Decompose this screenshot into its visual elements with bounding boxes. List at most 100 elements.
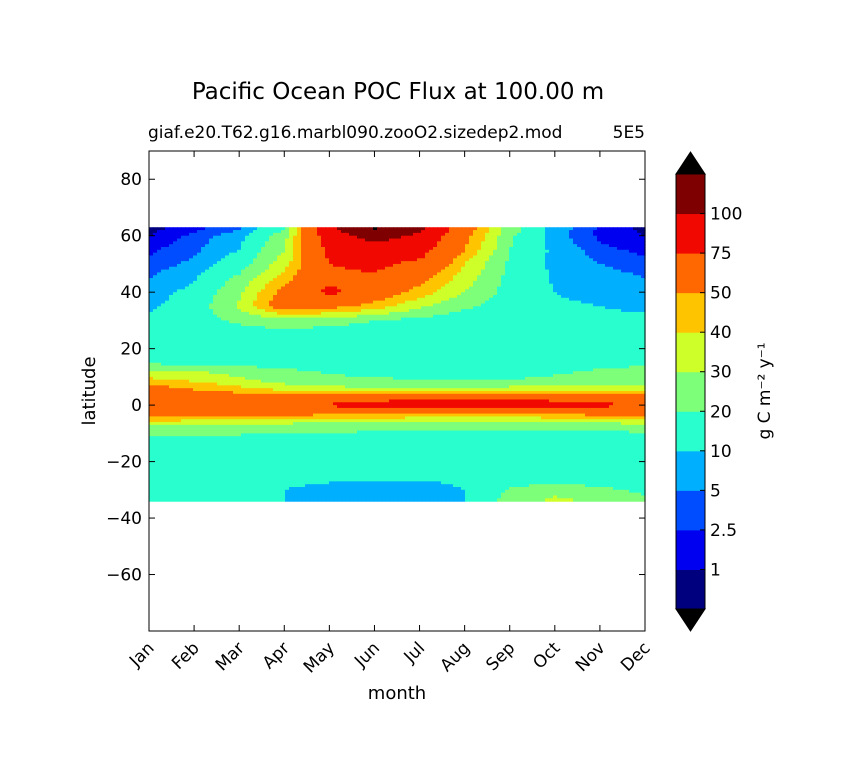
heatmap-cell — [149, 258, 154, 262]
heatmap-cell — [249, 326, 254, 330]
heatmap-cell — [353, 334, 358, 338]
heatmap-cell — [613, 258, 618, 262]
heatmap-cell — [621, 320, 626, 324]
heatmap-cell — [617, 263, 622, 268]
heatmap-cell — [165, 263, 170, 268]
heatmap-cell — [257, 266, 262, 271]
heatmap-cell — [425, 275, 430, 279]
heatmap-cell — [413, 337, 418, 341]
heatmap-cell — [401, 306, 406, 310]
heatmap-cell — [401, 238, 406, 242]
heatmap-cell — [277, 230, 282, 234]
heatmap-cell — [321, 244, 326, 248]
heatmap-cell — [597, 317, 602, 322]
heatmap-cell — [545, 263, 550, 268]
heatmap-cell — [485, 252, 490, 257]
heatmap-cell — [453, 238, 458, 242]
heatmap-cell — [357, 297, 362, 302]
heatmap-cell — [189, 238, 194, 242]
heatmap-cell — [625, 235, 630, 240]
heatmap-cell — [209, 303, 214, 307]
heatmap-cell — [585, 320, 590, 324]
heatmap-cell — [597, 275, 602, 279]
heatmap-cell — [313, 309, 318, 313]
heatmap-cell — [429, 295, 434, 299]
heatmap-cell — [245, 249, 250, 254]
heatmap-cell — [345, 235, 350, 240]
heatmap-cell — [557, 252, 562, 257]
heatmap-cell — [477, 280, 482, 285]
heatmap-cell — [529, 326, 534, 330]
heatmap-cell — [377, 272, 382, 276]
heatmap-cell — [573, 326, 578, 330]
heatmap-cell — [585, 289, 590, 293]
heatmap-cell — [353, 249, 358, 254]
heatmap-cell — [181, 309, 186, 313]
heatmap-cell — [317, 266, 322, 271]
heatmap-cell — [389, 337, 394, 341]
heatmap-cell — [505, 252, 510, 257]
heatmap-cell — [189, 317, 194, 322]
heatmap-cell — [537, 244, 542, 248]
heatmap-cell — [245, 280, 250, 285]
heatmap-cell — [565, 323, 570, 327]
heatmap-cell — [325, 286, 330, 290]
heatmap-cell — [361, 232, 366, 237]
heatmap-cell — [429, 263, 434, 268]
heatmap-cell — [573, 289, 578, 293]
heatmap-cell — [173, 303, 178, 307]
heatmap-cell — [545, 331, 550, 336]
heatmap-cell — [365, 238, 370, 242]
heatmap-cell — [633, 286, 638, 290]
heatmap-cell — [409, 306, 414, 310]
heatmap-cell — [221, 266, 226, 271]
heatmap-cell — [293, 292, 298, 296]
heatmap-cell — [473, 230, 478, 234]
heatmap-cell — [293, 263, 298, 268]
heatmap-cell — [413, 309, 418, 313]
heatmap-cell — [549, 314, 554, 319]
heatmap-cell — [633, 328, 638, 333]
heatmap-cell — [469, 286, 474, 290]
heatmap-cell — [157, 266, 162, 271]
heatmap-cell — [641, 323, 646, 327]
heatmap-cell — [353, 295, 358, 299]
heatmap-cell — [409, 297, 414, 302]
heatmap-cell — [341, 255, 346, 259]
heatmap-cell — [309, 261, 314, 265]
heatmap-cell — [545, 266, 550, 271]
heatmap-cell — [269, 258, 274, 262]
heatmap-cell — [613, 326, 618, 330]
heatmap-cell — [293, 241, 298, 245]
heatmap-cell — [569, 235, 574, 240]
heatmap-cell — [417, 300, 422, 305]
heatmap-cell — [473, 244, 478, 248]
heatmap-cell — [389, 300, 394, 305]
heatmap-cell — [541, 317, 546, 322]
heatmap-cell — [461, 272, 466, 276]
heatmap-cell — [221, 255, 226, 259]
heatmap-cell — [585, 323, 590, 327]
heatmap-cell — [441, 317, 446, 322]
heatmap-cell — [421, 283, 426, 288]
heatmap-cell — [177, 289, 182, 293]
heatmap-cell — [361, 328, 366, 333]
heatmap-cell — [269, 337, 274, 341]
heatmap-cell — [553, 252, 558, 257]
heatmap-cell — [233, 295, 238, 299]
heatmap-cell — [497, 320, 502, 324]
heatmap-cell — [377, 328, 382, 333]
heatmap-cell — [353, 263, 358, 268]
heatmap-cell — [305, 258, 310, 262]
heatmap-cell — [429, 337, 434, 341]
heatmap-cell — [461, 255, 466, 259]
heatmap-cell — [625, 334, 630, 338]
heatmap-cell — [617, 275, 622, 279]
heatmap-cell — [581, 266, 586, 271]
heatmap-cell — [357, 232, 362, 237]
heatmap-cell — [253, 320, 258, 324]
heatmap-cell — [205, 255, 210, 259]
heatmap-cell — [309, 314, 314, 319]
heatmap-cell — [445, 249, 450, 254]
heatmap-cell — [261, 235, 266, 240]
